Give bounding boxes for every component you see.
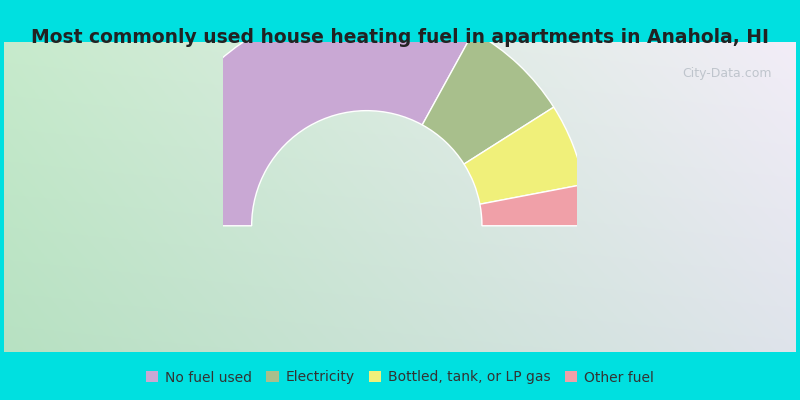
Wedge shape	[464, 107, 584, 204]
Wedge shape	[146, 4, 474, 226]
Wedge shape	[422, 32, 554, 164]
Text: City-Data.com: City-Data.com	[682, 67, 772, 80]
Legend: No fuel used, Electricity, Bottled, tank, or LP gas, Other fuel: No fuel used, Electricity, Bottled, tank…	[142, 366, 658, 389]
Text: Most commonly used house heating fuel in apartments in Anahola, HI: Most commonly used house heating fuel in…	[31, 28, 769, 47]
Wedge shape	[480, 184, 588, 226]
